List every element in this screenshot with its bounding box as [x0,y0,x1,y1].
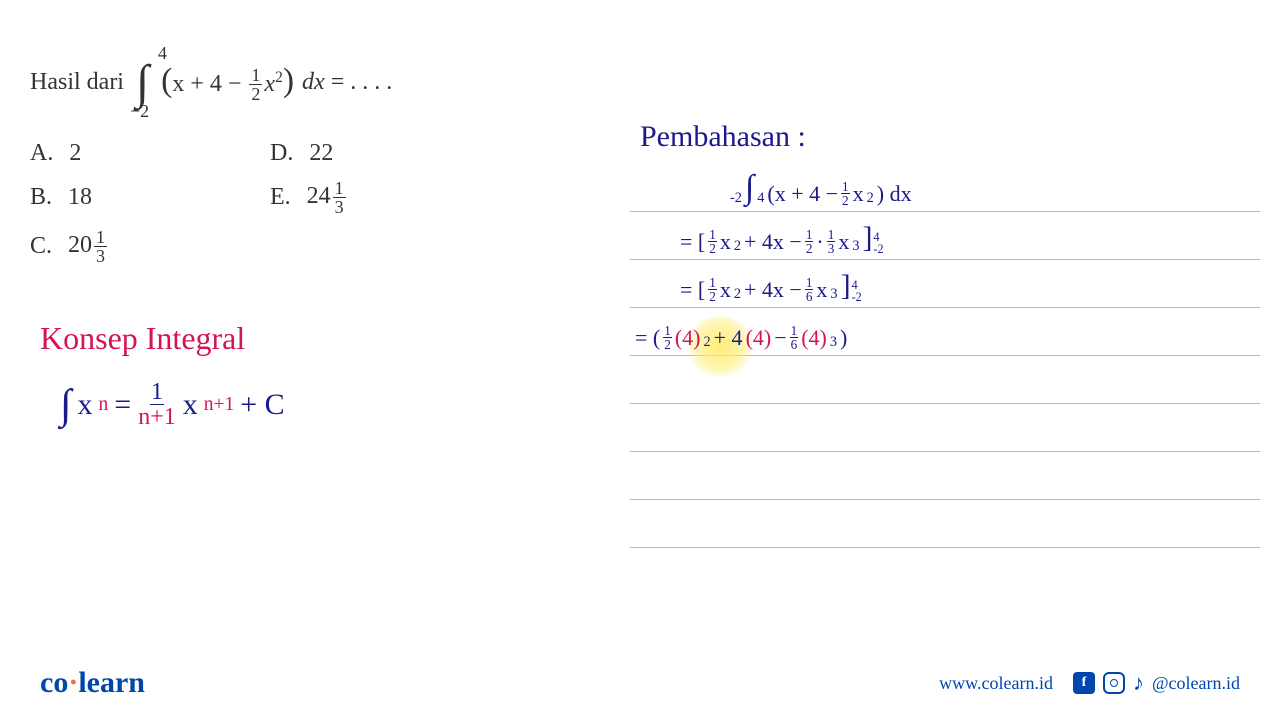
instagram-icon[interactable] [1103,672,1125,694]
konsep-formula: ∫ xn = 1n+1 xn+1 + C [60,380,285,429]
solution-line-5 [630,356,1260,404]
footer-right: www.colearn.id f ♪ @colearn.id [939,670,1240,696]
option-c[interactable]: C. 2013 [30,228,270,265]
solution-panel: Pembahasan : -2∫4 (x + 4 − 12 x2 ) dx = … [630,120,1260,548]
solution-line-7 [630,452,1260,500]
solution-line-8 [630,500,1260,548]
solution-line-6 [630,404,1260,452]
solution-line-4: = ( 12 (4)2 + 4(4) − 16 (4)3 ) [630,308,1260,356]
konsep-title: Konsep Integral [40,320,245,357]
option-a[interactable]: A. 2 [30,140,270,167]
social-icons: f ♪ @colearn.id [1073,670,1240,696]
social-handle[interactable]: @colearn.id [1152,673,1240,694]
solution-line-2: = [ 12 x2 + 4x − 12 · 13 x3 ] 4-2 [630,212,1260,260]
solution-line-3: = [ 12 x2 + 4x − 16 x3 ] 4-2 [630,260,1260,308]
answer-options: A. 2 D. 22 B. 18 E. 2413 C. 2013 [30,140,610,265]
fraction-half: 1 2 [249,66,262,103]
integral-upper-limit: 4 [158,43,167,64]
integrand: (x + 4 − 1 2 x2) [161,62,294,104]
website-url[interactable]: www.colearn.id [939,673,1053,694]
integral-lower-limit: −2 [130,101,149,122]
question-text: Hasil dari 4 ∫ −2 (x + 4 − 1 2 x2) dx = … [30,55,610,110]
integral-symbol: 4 ∫ −2 [136,55,149,110]
page-container: Hasil dari 4 ∫ −2 (x + 4 − 1 2 x2) dx = … [0,0,1280,720]
tiktok-icon[interactable]: ♪ [1133,670,1144,696]
solution-line-1: -2∫4 (x + 4 − 12 x2 ) dx [630,164,1260,212]
option-b[interactable]: B. 18 [30,179,270,216]
pembahasan-title: Pembahasan : [630,120,1260,154]
facebook-icon[interactable]: f [1073,672,1095,694]
question-panel: Hasil dari 4 ∫ −2 (x + 4 − 1 2 x2) dx = … [30,55,610,265]
option-e[interactable]: E. 2413 [270,179,510,216]
option-d[interactable]: D. 22 [270,140,510,167]
question-suffix: dx = . . . . [302,69,392,96]
question-prefix: Hasil dari [30,69,124,96]
footer: co·learn www.colearn.id f ♪ @colearn.id [0,666,1280,700]
colearn-logo[interactable]: co·learn [40,666,145,700]
